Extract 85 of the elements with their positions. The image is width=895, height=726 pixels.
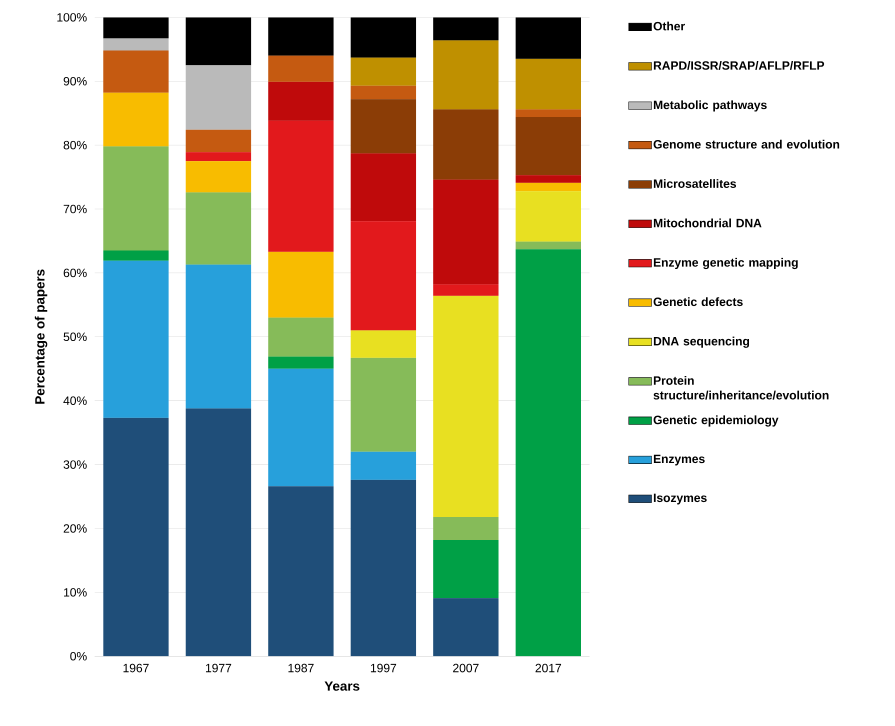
y-tick-label: 10% — [64, 588, 87, 597]
legend-label: Enzyme genetic mapping — [654, 258, 798, 270]
bar — [103, 146, 169, 251]
bar — [350, 358, 416, 452]
bar — [516, 18, 582, 60]
bar — [350, 99, 416, 154]
x-tick-label: 1997 — [370, 664, 396, 672]
bar — [350, 58, 416, 86]
y-tick-label: 40% — [63, 396, 87, 406]
bar — [516, 59, 582, 110]
bar — [433, 517, 499, 540]
bar — [516, 249, 582, 656]
bar — [433, 40, 499, 110]
legend-label: Genetic defects — [654, 297, 743, 306]
bar — [186, 18, 252, 66]
legend-label: Genome structure and evolution — [654, 140, 840, 149]
y-tick-label: 30% — [64, 460, 87, 470]
legend-label: Genetic epidemiology — [654, 416, 778, 427]
bar — [433, 598, 499, 656]
legend-label: Enzymes — [654, 454, 705, 466]
bar — [268, 18, 334, 56]
bar — [350, 221, 416, 331]
bar — [186, 130, 252, 152]
bar — [516, 191, 582, 242]
bar — [186, 152, 252, 162]
bar — [268, 356, 334, 369]
legend-label: Protein structure/inheritance/evolution — [654, 376, 828, 400]
y-tick-label: 60% — [64, 268, 87, 278]
bar — [268, 486, 334, 656]
y-axis-title: Percentage of papers — [34, 270, 48, 404]
bar — [103, 18, 169, 39]
bar — [516, 110, 582, 118]
bar — [350, 18, 416, 58]
bar — [516, 175, 582, 183]
y-tick-label: 0% — [70, 652, 87, 661]
bar — [186, 161, 252, 193]
bar — [433, 296, 499, 518]
legend-label: Isozymes — [654, 494, 707, 505]
legend-label: Mitochondrial DNA — [654, 218, 762, 228]
y-tick-label: 100% — [57, 13, 87, 22]
legend-label: Metabolic pathways — [654, 100, 767, 112]
bar — [268, 368, 334, 486]
y-tick-label: 90% — [64, 77, 87, 86]
bar — [350, 154, 416, 222]
bar — [433, 110, 499, 180]
bar — [186, 408, 252, 656]
bar — [433, 284, 499, 296]
bar — [268, 252, 334, 318]
bar — [516, 183, 582, 192]
legend-label: Other — [654, 22, 685, 31]
legend-label: DNA sequencing — [654, 336, 750, 348]
bar — [350, 330, 416, 358]
bar — [186, 192, 252, 265]
x-tick-label: 1967 — [124, 664, 149, 672]
x-axis-title: Years — [324, 682, 360, 691]
y-tick-label: 20% — [64, 524, 87, 533]
x-tick-label: 1987 — [288, 664, 314, 672]
bar — [103, 250, 169, 261]
bar — [350, 452, 416, 480]
bar — [103, 418, 169, 656]
legend-label: Microsatellites — [654, 179, 736, 188]
bar — [103, 50, 169, 93]
y-tick-label: 80% — [64, 141, 87, 150]
y-tick-label: 70% — [64, 204, 87, 214]
bar — [186, 264, 252, 409]
bar — [268, 121, 334, 252]
bar — [516, 242, 582, 250]
bar — [268, 318, 334, 357]
y-tick-label: 50% — [64, 332, 87, 342]
bar — [433, 18, 499, 41]
x-tick-label: 1977 — [206, 664, 232, 672]
bar — [433, 540, 499, 598]
bar — [103, 92, 169, 147]
x-tick-label: 2007 — [453, 664, 479, 672]
bar — [433, 180, 499, 285]
bar — [103, 260, 169, 418]
bar — [350, 86, 416, 100]
bar — [268, 56, 334, 82]
bar — [350, 480, 416, 656]
bar — [268, 82, 334, 122]
bar — [516, 117, 582, 176]
bar — [186, 65, 252, 130]
legend-label: RAPD/ISSR/SRAP/AFLP/RFLP — [654, 61, 824, 70]
bar — [103, 38, 169, 51]
x-tick-label: 2017 — [536, 664, 562, 672]
